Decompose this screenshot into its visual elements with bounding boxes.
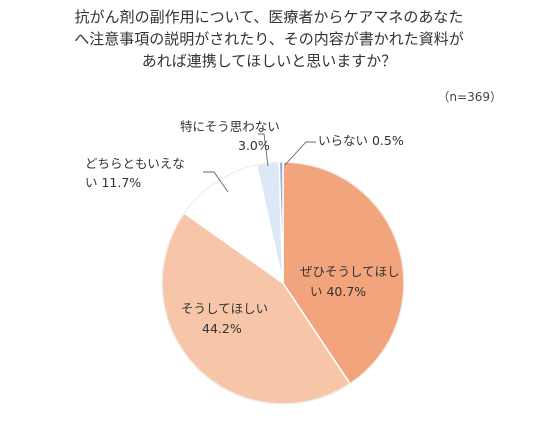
title-line-1: 抗がん剤の副作用について、医療者からケアマネのあなた	[74, 8, 464, 26]
pie-outline	[161, 161, 405, 405]
slice-label-4-line1: いらない 0.5%	[318, 133, 404, 148]
slice-label-2-line2: い 11.7%	[85, 175, 141, 190]
slice-label-2-line1: どちらともいえな	[85, 156, 185, 171]
sample-size: （n=369）	[437, 90, 502, 104]
leader-line-3	[258, 133, 269, 167]
leader-line-4	[284, 141, 316, 166]
slice-label-0-line2: い 40.7%	[310, 284, 366, 299]
leader-line-2	[203, 171, 229, 193]
title-line-3: あれば連携してほしいと思いますか？	[141, 52, 397, 70]
slice-label-3-line1: 特にそう思わない	[180, 119, 280, 134]
chart-title: 抗がん剤の副作用について、医療者からケアマネのあなた へ注意事項の説明がされたり…	[14, 6, 524, 72]
title-line-2: へ注意事項の説明がされたり、その内容が書かれた資料が	[74, 30, 464, 48]
slice-label-1-line2: 44.2%	[202, 321, 242, 336]
slice-label-1-line1: そうしてほしい	[181, 301, 268, 316]
slice-label-3-line2: 3.0%	[238, 138, 270, 153]
slice-label-0-line1: ぜひそうしてほし	[300, 264, 400, 279]
